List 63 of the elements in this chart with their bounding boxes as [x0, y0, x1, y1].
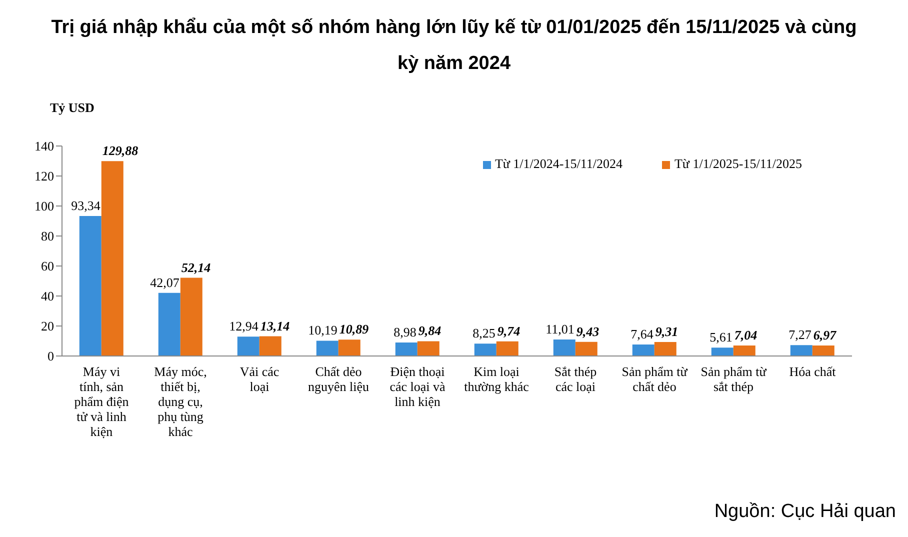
data-label: 9,74	[497, 323, 521, 338]
y-tick-label: 140	[34, 138, 54, 154]
data-label: 10,19	[308, 322, 338, 338]
x-tick-label: Sản phẩm từ sắt thép	[700, 364, 768, 394]
bar	[338, 340, 360, 356]
data-label: 42,07	[150, 274, 180, 290]
data-label: 12,94	[229, 318, 259, 334]
bar	[812, 346, 834, 356]
bar	[180, 278, 202, 356]
data-label: 5,61	[710, 330, 732, 345]
x-tick-label: Sắt thép các loại	[554, 364, 597, 394]
bar	[417, 341, 440, 356]
data-label: 8,98	[394, 324, 416, 340]
bar	[316, 340, 338, 356]
bar	[237, 336, 260, 356]
y-tick-label: 20	[41, 318, 54, 334]
bar	[654, 342, 676, 356]
x-tick-label: Sản phẩm từ chất dẻo	[622, 364, 688, 394]
data-label: 8,25	[472, 326, 496, 341]
data-label: 11,01	[546, 321, 574, 336]
bar	[553, 339, 576, 356]
x-tick-label: Kim loại thường khác	[464, 364, 530, 394]
bar	[474, 344, 496, 356]
x-tick-label: Điện thoại các loại và linh kiện	[390, 364, 446, 409]
bar	[733, 345, 756, 356]
data-label: 129,88	[102, 143, 139, 158]
y-tick-label: 80	[41, 228, 54, 244]
bar	[575, 342, 598, 356]
y-axis-title: Tỷ USD	[50, 100, 94, 116]
data-label: 7,27	[788, 327, 812, 342]
text: Nguồn: Cục Hải quan	[714, 501, 896, 523]
bar	[632, 344, 654, 356]
data-label: 13,14	[260, 318, 290, 334]
x-tick-label: Máy móc, thiết bị, dụng cụ, phụ tùng khác	[154, 364, 207, 439]
data-label: 52,14	[181, 260, 212, 275]
legend-label: Từ 1/1/2025-15/11/2025	[674, 156, 802, 171]
data-label: 9,31	[655, 324, 678, 340]
y-tick-label: 40	[41, 288, 54, 304]
bar	[395, 342, 418, 356]
legend-label: Từ 1/1/2024-15/11/2024	[494, 156, 622, 171]
bar	[790, 345, 812, 356]
bar	[101, 161, 124, 356]
x-tick-label: Vải các loại	[240, 364, 280, 394]
bar	[496, 341, 518, 356]
y-tick-label: 0	[48, 348, 54, 364]
x-tick-label: Máy vi tính, sản phẩm điện tử và linh kiện	[74, 364, 130, 439]
y-tick-label: 100	[34, 198, 54, 214]
data-label: 7,64	[630, 326, 654, 342]
y-tick-label: 120	[34, 168, 54, 184]
bar	[711, 348, 734, 356]
chart-title: Trị giá nhập khẩu của một số nhóm hàng lớn lũy kế từ 01/01/2025 đến 15/11/2025 và cùng kỳ năm 2024	[50, 16, 858, 76]
data-label: 9,43	[576, 324, 600, 339]
x-tick-label: Hóa chất	[789, 364, 836, 379]
x-tick-label: Chất dẻo nguyên liệu	[308, 364, 370, 394]
bar	[259, 336, 282, 356]
data-label: 10,89	[339, 322, 370, 337]
bar	[79, 216, 102, 356]
data-label: 9,84	[418, 323, 442, 338]
data-label: 6,97	[813, 328, 837, 343]
y-tick-label: 60	[41, 258, 54, 274]
bar	[158, 292, 180, 356]
data-label: 93,34	[71, 198, 101, 213]
data-label: 7,04	[734, 327, 758, 342]
